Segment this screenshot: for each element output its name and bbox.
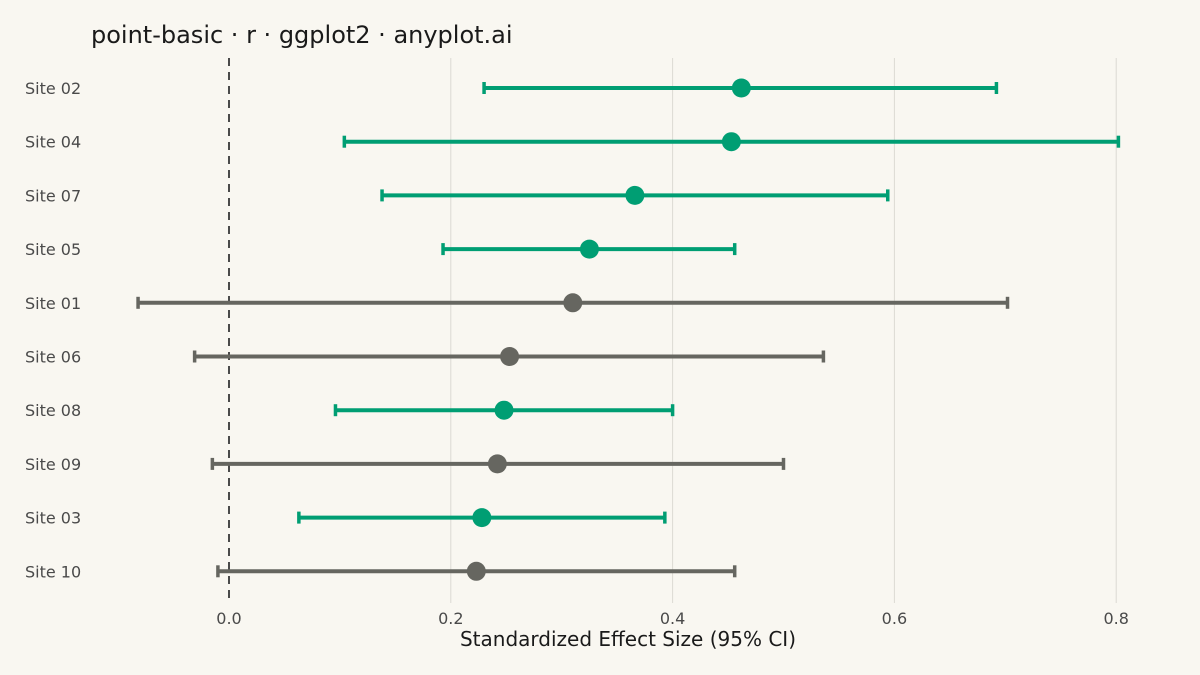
point-estimate [563,293,583,313]
point-estimate [500,347,520,366]
site-label: Site 07 [25,186,81,205]
site-label: Site 02 [25,79,81,98]
estimate-row [333,400,675,420]
site-label: Site 09 [25,455,81,474]
point-estimate [466,561,486,581]
x-tick-label: 0.2 [438,609,463,628]
estimate-row [136,293,1010,313]
chart-title: point-basic · r · ggplot2 · anyplot.ai [91,21,513,49]
site-label: Site 08 [25,401,81,420]
point-estimate [472,508,492,528]
estimate-row [482,78,999,98]
site-label: Site 05 [25,240,81,259]
marks-layer [136,78,1121,581]
estimate-row [380,185,890,205]
estimate-row [297,508,667,528]
site-label: Site 10 [25,562,81,581]
grid-layer [450,58,1117,603]
estimate-row [216,561,737,581]
estimate-row [192,347,826,366]
point-estimate [721,132,741,152]
site-label: Site 06 [25,348,81,367]
x-tick-label: 0.0 [216,609,241,628]
estimate-row [342,132,1121,152]
x-tick-label: 0.8 [1103,609,1128,628]
point-estimate [487,454,507,474]
estimate-row [441,239,737,259]
site-label: Site 01 [25,294,81,313]
x-tick-label: 0.4 [660,609,685,628]
point-estimate [494,400,514,420]
site-label: Site 03 [25,509,81,528]
point-estimate [625,185,645,205]
point-estimate [731,78,751,98]
estimate-row [210,454,786,474]
x-axis-title: Standardized Effect Size (95% CI) [460,627,796,651]
site-label: Site 04 [25,133,81,152]
x-tick-label: 0.6 [882,609,907,628]
labels-layer: 0.0 0.2 0.4 0.6 0.8 Site 02 Site 04 Site 07 Site… [25,79,1129,628]
point-estimate [579,239,599,259]
